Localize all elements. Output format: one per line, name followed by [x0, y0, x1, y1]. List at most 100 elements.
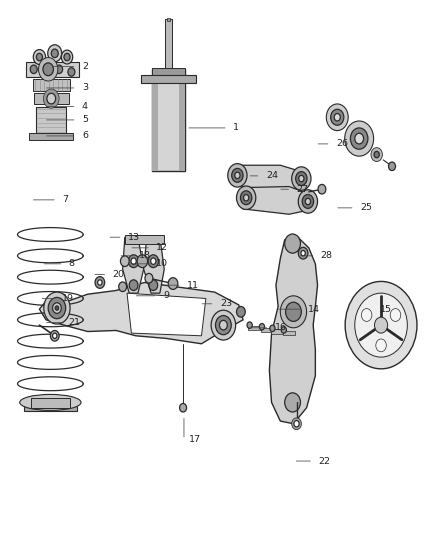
Circle shape — [334, 114, 340, 121]
Circle shape — [302, 195, 314, 208]
Text: 26: 26 — [336, 140, 348, 148]
Circle shape — [53, 333, 57, 338]
Circle shape — [47, 93, 56, 104]
Circle shape — [244, 195, 249, 201]
Text: 12: 12 — [156, 244, 168, 252]
Circle shape — [301, 251, 305, 256]
Circle shape — [331, 109, 344, 125]
Circle shape — [48, 297, 66, 319]
Text: 5: 5 — [82, 116, 88, 124]
Polygon shape — [144, 237, 164, 293]
Text: 4: 4 — [82, 102, 88, 111]
Circle shape — [145, 273, 153, 283]
Bar — [26, 62, 79, 77]
Bar — [24, 404, 77, 411]
Circle shape — [376, 339, 386, 352]
Circle shape — [355, 133, 364, 144]
Text: 22: 22 — [318, 457, 330, 465]
Bar — [179, 69, 185, 171]
Text: 11: 11 — [187, 281, 199, 289]
Bar — [261, 328, 273, 332]
Circle shape — [43, 89, 59, 108]
Circle shape — [33, 50, 46, 64]
Bar — [152, 69, 185, 171]
Polygon shape — [239, 187, 313, 214]
Circle shape — [292, 167, 311, 190]
Circle shape — [149, 280, 158, 290]
Circle shape — [305, 198, 311, 205]
Circle shape — [50, 330, 59, 341]
Circle shape — [44, 292, 70, 324]
Bar — [29, 133, 73, 140]
Circle shape — [232, 168, 243, 182]
Text: 10: 10 — [156, 260, 168, 268]
Circle shape — [281, 327, 286, 333]
Circle shape — [51, 49, 58, 58]
Circle shape — [68, 68, 75, 76]
Circle shape — [131, 258, 136, 264]
Circle shape — [61, 50, 73, 64]
Circle shape — [240, 191, 252, 205]
Circle shape — [148, 255, 159, 268]
Bar — [167, 18, 170, 21]
Bar — [271, 329, 283, 334]
Circle shape — [361, 309, 372, 321]
Polygon shape — [123, 237, 144, 293]
Circle shape — [345, 121, 374, 156]
Bar — [152, 69, 158, 171]
Text: 14: 14 — [307, 305, 319, 313]
Circle shape — [64, 53, 70, 61]
Circle shape — [371, 148, 382, 161]
Circle shape — [98, 280, 102, 285]
Circle shape — [43, 63, 53, 76]
Circle shape — [345, 281, 417, 369]
Text: 13: 13 — [128, 233, 140, 241]
Text: 8: 8 — [69, 260, 75, 268]
Text: 20: 20 — [113, 270, 124, 279]
Text: 18: 18 — [139, 252, 151, 260]
Circle shape — [95, 277, 105, 288]
Circle shape — [120, 256, 129, 266]
Bar — [33, 79, 70, 91]
Bar — [248, 326, 261, 330]
Circle shape — [286, 302, 301, 321]
Circle shape — [374, 151, 379, 158]
Circle shape — [180, 403, 187, 412]
Polygon shape — [269, 237, 318, 424]
Polygon shape — [127, 293, 206, 336]
Text: 16: 16 — [275, 324, 286, 332]
Circle shape — [285, 234, 300, 253]
Text: 25: 25 — [360, 204, 372, 212]
Polygon shape — [39, 282, 243, 344]
Circle shape — [374, 317, 388, 333]
Circle shape — [219, 320, 227, 330]
Circle shape — [259, 324, 265, 330]
Circle shape — [128, 255, 139, 268]
Circle shape — [390, 309, 401, 321]
Text: 6: 6 — [82, 132, 88, 140]
Polygon shape — [230, 165, 307, 192]
Text: 28: 28 — [321, 252, 332, 260]
Circle shape — [355, 293, 407, 357]
Circle shape — [350, 128, 368, 149]
Ellipse shape — [20, 394, 81, 410]
Text: 9: 9 — [163, 292, 169, 300]
Text: 2: 2 — [82, 62, 88, 71]
Circle shape — [237, 306, 245, 317]
Circle shape — [294, 421, 299, 427]
Bar — [31, 398, 70, 408]
Circle shape — [119, 282, 127, 292]
Circle shape — [228, 164, 247, 187]
Circle shape — [56, 65, 63, 74]
Bar — [125, 235, 164, 244]
Text: 27: 27 — [297, 185, 308, 193]
Text: 23: 23 — [220, 300, 232, 308]
Circle shape — [129, 280, 138, 290]
Circle shape — [298, 190, 318, 213]
Circle shape — [292, 418, 301, 430]
Circle shape — [30, 65, 37, 74]
Bar — [141, 75, 196, 83]
Bar — [165, 19, 172, 69]
Circle shape — [55, 306, 59, 310]
Circle shape — [235, 172, 240, 179]
